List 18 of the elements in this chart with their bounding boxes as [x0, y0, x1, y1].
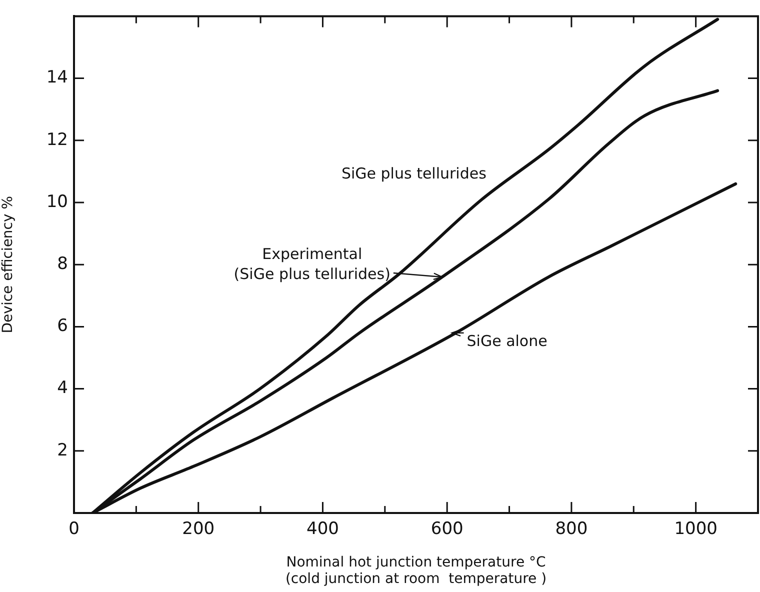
x-tick-label: 400	[306, 518, 339, 539]
y-tick-label: 4	[57, 378, 68, 398]
y-axis-title: Device efficiency %	[0, 196, 16, 334]
x-tick-label: 800	[555, 518, 588, 539]
annotation: SiGe alone	[466, 332, 548, 350]
annotation: SiGe plus tellurides	[341, 164, 487, 183]
x-tick-label: 0	[68, 518, 80, 539]
y-tick-label: 12	[46, 130, 68, 150]
annotation: Experimental (SiGe plus tellurides)	[234, 244, 390, 283]
x-tick-label: 200	[182, 518, 215, 539]
y-tick-label: 10	[46, 192, 68, 212]
x-tick-label: 1000	[674, 518, 718, 539]
y-tick-label: 8	[57, 254, 68, 274]
x-tick-label: 600	[430, 518, 464, 539]
y-tick-label: 2	[57, 440, 68, 460]
y-tick-label: 6	[57, 316, 68, 336]
y-tick-label: 14	[46, 68, 68, 88]
x-axis-title: Nominal hot junction temperature °C (cold junction at room temperature )	[285, 554, 547, 588]
